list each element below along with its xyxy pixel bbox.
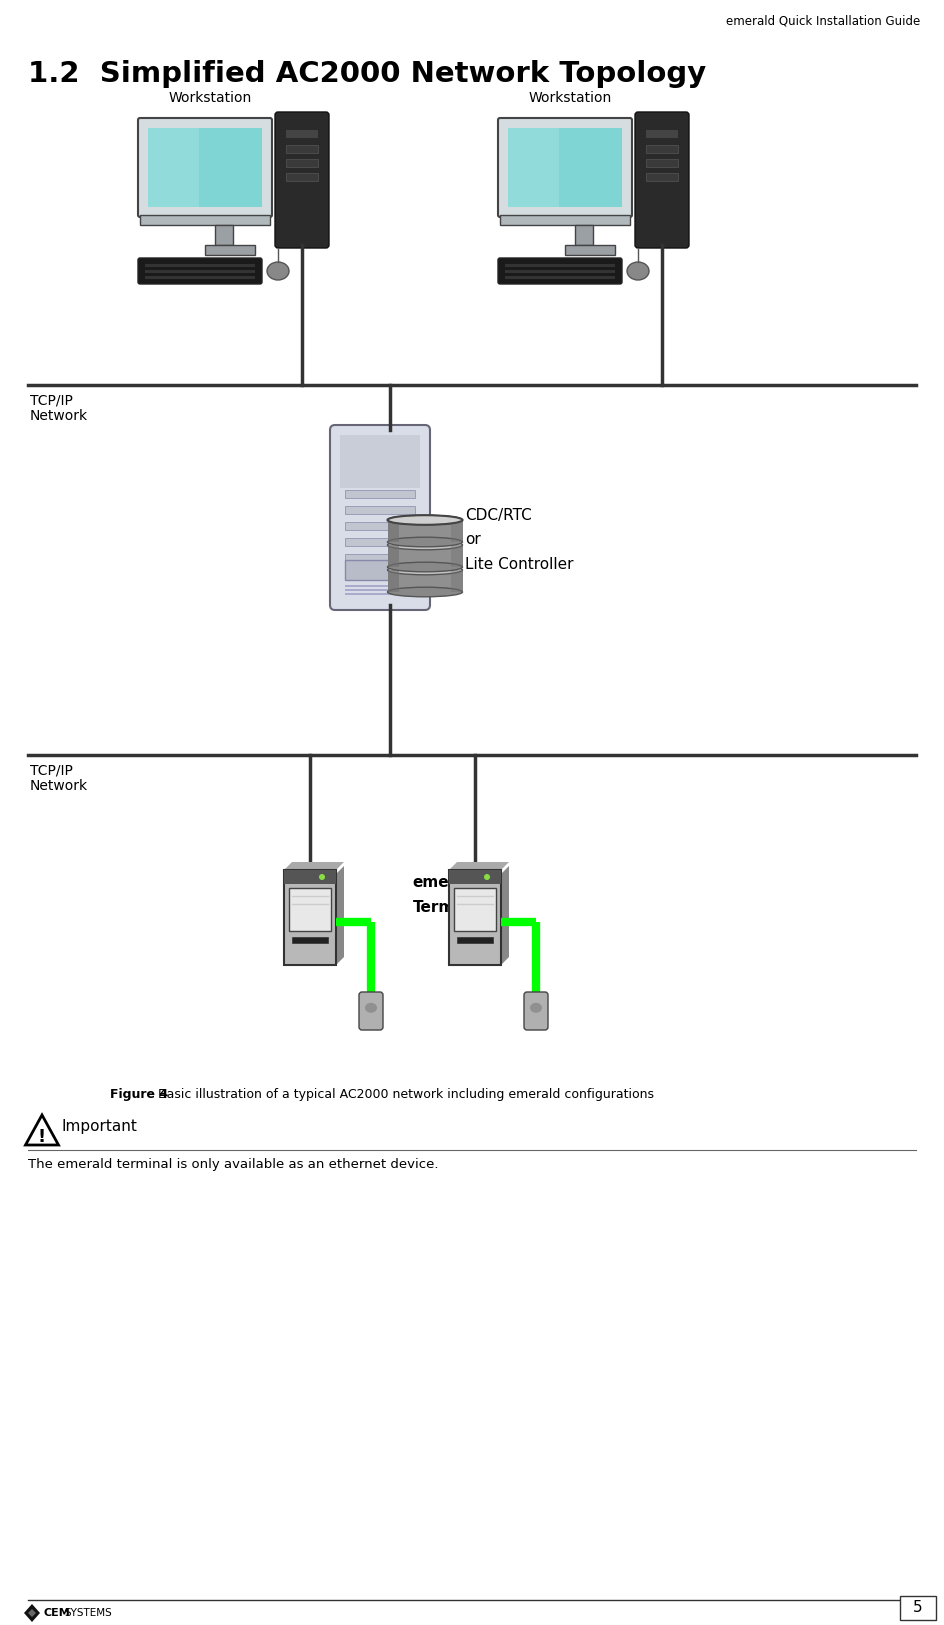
Bar (145, 263, 255, 266)
Bar (451, 520, 463, 543)
Bar (451, 570, 463, 592)
Bar (508, 128, 559, 206)
Polygon shape (336, 866, 344, 965)
Bar (345, 585, 415, 587)
FancyBboxPatch shape (138, 119, 272, 218)
Bar (286, 145, 318, 153)
Bar (646, 130, 678, 138)
Bar (284, 869, 336, 884)
Ellipse shape (627, 262, 649, 280)
Bar (646, 159, 678, 167)
Text: Terminals: Terminals (413, 900, 496, 915)
Bar (345, 505, 415, 514)
Ellipse shape (387, 515, 463, 525)
FancyBboxPatch shape (498, 258, 622, 284)
Text: emerald Quick Installation Guide: emerald Quick Installation Guide (726, 15, 920, 28)
Bar (387, 544, 398, 567)
Bar (345, 593, 415, 595)
Bar (148, 128, 199, 206)
Bar (284, 869, 336, 965)
Circle shape (319, 874, 325, 881)
Bar (387, 520, 463, 543)
Ellipse shape (387, 515, 463, 525)
Text: The emerald terminal is only available as an ethernet device.: The emerald terminal is only available a… (28, 1159, 439, 1172)
Bar (500, 214, 630, 224)
Bar (449, 869, 501, 965)
FancyBboxPatch shape (635, 112, 689, 249)
Text: !: ! (38, 1128, 46, 1147)
Bar (900, 1596, 936, 1620)
Polygon shape (501, 866, 509, 965)
Bar (292, 936, 328, 942)
Bar (286, 172, 318, 180)
Ellipse shape (530, 1003, 542, 1012)
Polygon shape (449, 861, 509, 869)
Text: CDC/RTC
or
Lite Controller: CDC/RTC or Lite Controller (465, 509, 574, 572)
Bar (646, 145, 678, 153)
Text: SYSTEMS: SYSTEMS (64, 1609, 111, 1618)
Bar (449, 869, 501, 884)
Bar (646, 172, 678, 180)
FancyBboxPatch shape (330, 426, 430, 609)
Polygon shape (25, 1115, 59, 1146)
Bar (508, 128, 622, 206)
Polygon shape (28, 1609, 36, 1617)
FancyBboxPatch shape (498, 119, 632, 218)
Ellipse shape (387, 587, 463, 596)
Bar (345, 561, 415, 580)
Bar (145, 276, 255, 279)
Text: CEM: CEM (44, 1609, 71, 1618)
Bar (286, 159, 318, 167)
Bar (505, 270, 615, 273)
Bar (345, 491, 415, 497)
Bar (345, 554, 415, 562)
Text: emerald™: emerald™ (413, 874, 498, 890)
Ellipse shape (387, 566, 463, 575)
Bar (140, 214, 270, 224)
Bar (457, 936, 493, 942)
Ellipse shape (365, 1003, 377, 1012)
Ellipse shape (267, 262, 289, 280)
Bar (286, 130, 318, 138)
Text: TCP/IP
Network: TCP/IP Network (30, 764, 88, 793)
Text: Basic illustration of a typical AC2000 network including emerald configurations: Basic illustration of a typical AC2000 n… (154, 1089, 654, 1102)
Bar (505, 276, 615, 279)
Bar (387, 520, 398, 543)
Bar (451, 544, 463, 567)
Bar (145, 270, 255, 273)
Bar (387, 570, 398, 592)
Bar (575, 224, 593, 245)
Text: Workstation: Workstation (168, 91, 252, 106)
Ellipse shape (387, 538, 463, 546)
Bar (345, 522, 415, 530)
Bar (505, 263, 615, 266)
Bar (565, 245, 615, 255)
FancyBboxPatch shape (359, 991, 383, 1030)
Polygon shape (24, 1604, 40, 1622)
Text: 1.2  Simplified AC2000 Network Topology: 1.2 Simplified AC2000 Network Topology (28, 60, 706, 88)
Bar (148, 128, 262, 206)
FancyBboxPatch shape (138, 258, 262, 284)
Bar (387, 544, 463, 567)
Bar (345, 538, 415, 546)
Bar (454, 887, 496, 931)
Text: Workstation: Workstation (529, 91, 612, 106)
Bar (345, 588, 415, 592)
Text: Figure 4: Figure 4 (110, 1089, 168, 1102)
Text: TCP/IP
Network: TCP/IP Network (30, 393, 88, 422)
Bar (215, 224, 233, 245)
Text: Important: Important (61, 1120, 138, 1134)
Polygon shape (284, 861, 344, 869)
Ellipse shape (387, 562, 463, 572)
FancyBboxPatch shape (524, 991, 548, 1030)
Bar (289, 887, 331, 931)
Circle shape (484, 874, 490, 881)
Bar (340, 436, 420, 487)
Text: 5: 5 (913, 1601, 923, 1615)
Bar (387, 570, 463, 592)
Bar (205, 245, 255, 255)
FancyBboxPatch shape (275, 112, 329, 249)
Ellipse shape (387, 540, 463, 549)
